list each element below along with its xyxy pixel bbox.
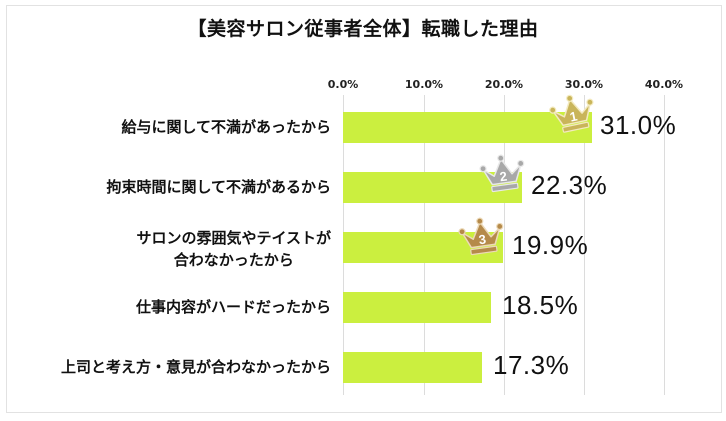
bar — [343, 112, 592, 143]
bar — [343, 292, 491, 323]
category-label-line1: サロンの雰囲気やテイストが — [136, 229, 331, 247]
category-label: 仕事内容がハードだったから — [135, 298, 331, 316]
value-label: 31.0% — [600, 110, 677, 140]
svg-text:3: 3 — [478, 232, 487, 248]
bronze-crown-icon: 3 — [458, 217, 504, 256]
x-tick-30: 30.0% — [564, 78, 604, 91]
gridline-40 — [664, 95, 665, 395]
x-tick-20: 20.0% — [484, 78, 524, 91]
bar — [343, 352, 482, 383]
gridline-20 — [504, 95, 505, 395]
svg-text:1: 1 — [568, 108, 578, 124]
value-label: 19.9% — [512, 230, 589, 260]
value-label: 17.3% — [493, 350, 570, 380]
category-label: 拘束時間に関して不満があるから — [106, 178, 331, 196]
value-label: 22.3% — [531, 170, 608, 200]
x-tick-10: 10.0% — [404, 78, 444, 91]
chart-title: 【美容サロン従事者全体】転職した理由 — [187, 18, 539, 40]
chart-frame — [6, 5, 722, 413]
gridline-30 — [584, 95, 585, 395]
x-tick-40: 40.0% — [644, 78, 684, 91]
category-label-line2: 合わなかったから — [173, 251, 294, 269]
category-label: 給与に関して不満があったから — [121, 118, 331, 136]
value-label: 18.5% — [502, 290, 579, 320]
silver-crown-icon: 2 — [479, 154, 525, 193]
category-label: 上司と考え方・意見が合わなかったから — [60, 358, 331, 376]
category-label: サロンの雰囲気やテイストが 合わなかったから — [136, 227, 331, 271]
gold-crown-icon: 1 — [549, 94, 594, 133]
svg-text:2: 2 — [499, 169, 508, 185]
x-tick-0: 0.0% — [327, 78, 359, 91]
